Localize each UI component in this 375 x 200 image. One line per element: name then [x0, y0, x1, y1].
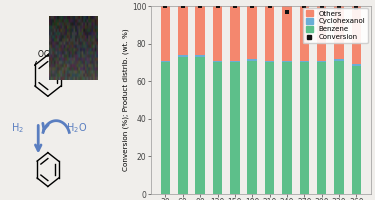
Bar	[352, 66, 361, 194]
Bar	[213, 6, 222, 61]
Bar	[352, 64, 361, 66]
Point	[197, 4, 203, 8]
Bar	[178, 57, 188, 194]
Bar	[230, 6, 240, 61]
Point	[249, 4, 255, 8]
Point	[336, 6, 342, 9]
Text: H$_2$O: H$_2$O	[66, 121, 87, 135]
Bar	[317, 6, 327, 61]
Bar	[282, 6, 292, 61]
Bar	[282, 61, 292, 62]
Bar	[300, 6, 309, 61]
Bar	[300, 62, 309, 194]
Bar	[160, 6, 170, 61]
Bar	[334, 59, 344, 61]
Text: OH: OH	[49, 44, 61, 53]
Point	[284, 10, 290, 13]
Point	[162, 4, 168, 8]
Bar	[160, 61, 170, 62]
Bar	[265, 6, 274, 61]
Point	[302, 4, 307, 8]
Bar	[213, 61, 222, 62]
Bar	[300, 61, 309, 62]
Bar	[334, 61, 344, 194]
Bar	[248, 59, 257, 61]
Bar	[160, 62, 170, 194]
Bar	[195, 55, 205, 57]
Point	[319, 4, 325, 8]
Bar	[334, 6, 344, 59]
Bar	[317, 62, 327, 194]
Point	[232, 4, 238, 8]
Point	[180, 4, 186, 8]
Text: OCH$_3$: OCH$_3$	[37, 48, 59, 61]
Text: H$_2$: H$_2$	[11, 121, 24, 135]
Bar	[230, 62, 240, 194]
Bar	[265, 62, 274, 194]
Point	[354, 6, 360, 9]
Point	[267, 4, 273, 8]
Legend: Others, Cyclohexanol, Benzene, Conversion: Others, Cyclohexanol, Benzene, Conversio…	[303, 8, 368, 43]
Bar	[213, 62, 222, 194]
Bar	[248, 61, 257, 194]
Bar	[195, 6, 205, 55]
Bar	[195, 57, 205, 194]
Bar	[230, 61, 240, 62]
Point	[214, 4, 220, 8]
Y-axis label: Conversion (%); Product distrib. (wt. %): Conversion (%); Product distrib. (wt. %)	[123, 29, 129, 171]
Bar	[248, 6, 257, 59]
Bar	[178, 55, 188, 57]
Bar	[317, 61, 327, 62]
Bar	[178, 6, 188, 55]
Bar	[282, 62, 292, 194]
Bar	[352, 6, 361, 64]
Bar	[265, 61, 274, 62]
